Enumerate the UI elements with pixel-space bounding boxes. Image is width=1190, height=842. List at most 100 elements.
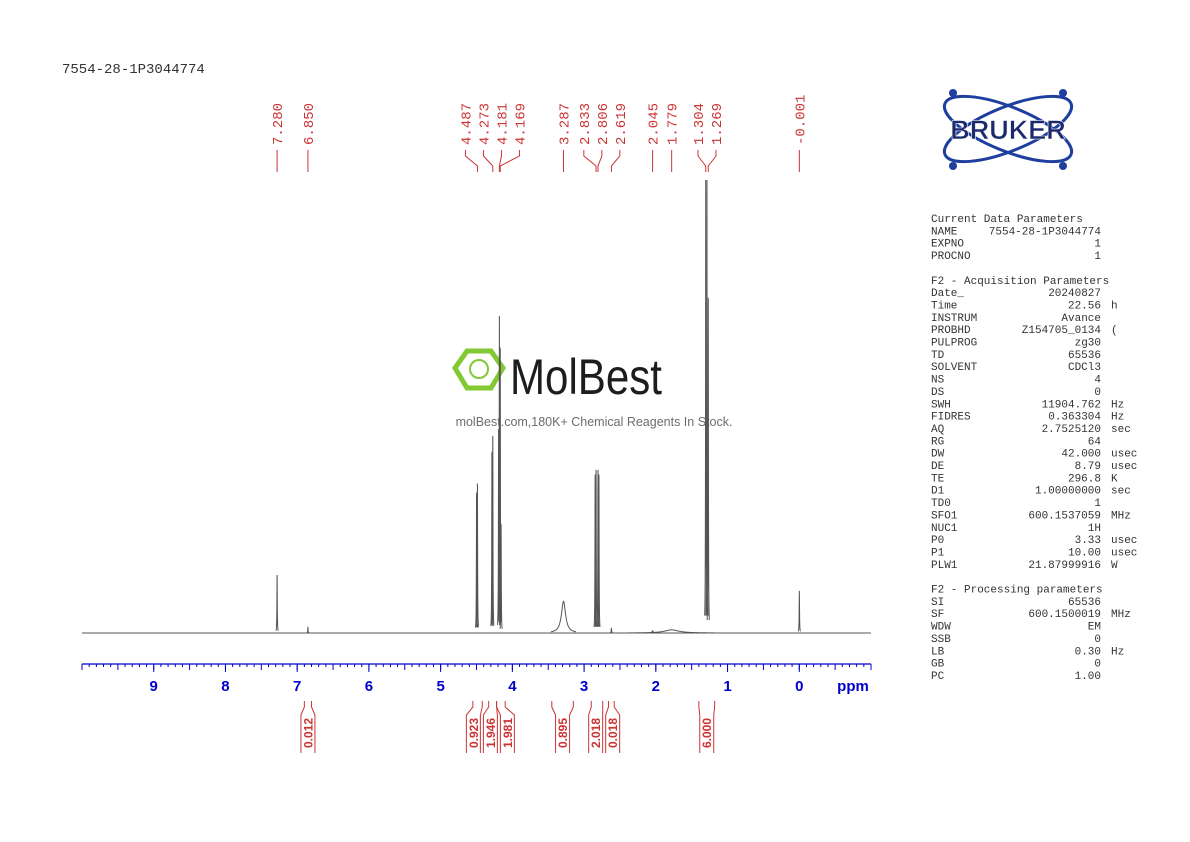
integral-bracket [465,701,483,753]
peak-label: 2.806 [596,103,612,145]
parameter-key: INSTRUM [931,313,977,325]
watermark-icon [452,348,506,391]
peak-label: 2.833 [578,103,594,145]
parameter-value: 3.33 [1075,535,1101,547]
peak-label: 7.280 [271,103,287,145]
parameter-key: GB [931,659,945,671]
integral-bracket [588,701,604,753]
peak [490,451,494,627]
peak-label-connector [482,150,494,172]
parameter-value: 0.363304 [1048,412,1101,424]
peak-label: 6.850 [302,103,318,145]
parameter-key: TE [931,473,945,485]
watermark-tagline: molBest.com,180K+ Chemical Reagents In S… [456,415,733,429]
peak-label-connector [583,150,597,172]
parameter-value: 296.8 [1068,473,1101,485]
parameter-unit: sec [1111,424,1131,436]
integral-label: 1.946 [484,718,498,748]
parameter-value: 20240827 [1048,288,1101,300]
parameter-value: Avance [1061,313,1101,325]
parameter-unit: usec [1111,461,1137,473]
parameter-unit: usec [1111,535,1137,547]
integral-label: 0.923 [467,718,481,748]
parameters-title: F2 - Acquisition Parameters [931,276,1109,288]
parameter-key: SSB [931,634,951,646]
chart-title: 7554-28-1P3044774 [62,62,205,78]
peak [706,297,710,621]
peak [550,600,577,633]
integral-bracket [698,701,716,753]
parameter-key: Date_ [931,288,964,300]
peak [306,625,310,634]
parameter-value: CDCl3 [1068,362,1101,374]
peak [609,627,614,634]
parameter-value: 4 [1094,375,1101,387]
peak [597,474,601,627]
parameter-unit: ( [1111,325,1118,337]
parameter-value: 22.56 [1068,300,1101,312]
parameter-unit: MHz [1111,609,1131,621]
peak-label: 4.181 [495,103,511,145]
parameter-unit: h [1111,300,1118,312]
integral-label: 1.981 [501,718,515,748]
parameter-key: LB [931,646,945,658]
logo-dot [1059,89,1067,97]
peak-label: 4.169 [513,103,529,145]
parameter-value: 7554-28-1P3044774 [989,226,1102,238]
integral-bracket [551,701,574,753]
parameter-key: AQ [931,424,945,436]
integral-label: 0.012 [301,718,315,748]
integral-bracket [496,701,515,753]
x-tick-label: 6 [365,678,373,695]
peak [491,435,495,626]
parameter-key: PULPROG [931,338,977,350]
parameter-key: SF [931,609,944,621]
parameter-value: 11904.762 [1042,399,1101,411]
parameter-value: 65536 [1068,597,1101,609]
x-tick-label: 5 [436,678,444,695]
logo-dot [1059,162,1067,170]
parameter-key: NUC1 [931,523,958,535]
parameter-key: RG [931,436,944,448]
peak-label: 2.045 [647,103,663,145]
parameter-value: Z154705_0134 [1022,325,1102,337]
parameter-unit: Hz [1111,412,1124,424]
x-tick-label: 4 [508,678,517,695]
parameter-value: 0 [1094,634,1101,646]
peak [499,524,503,629]
peak [475,492,479,628]
parameter-key: NS [931,375,945,387]
parameter-value: 21.87999916 [1028,560,1101,572]
peak [593,474,597,627]
peak-label: 4.487 [459,103,475,145]
x-tick-label: 9 [150,678,158,695]
parameter-value: 10.00 [1068,547,1101,559]
x-tick-label: 3 [580,678,588,695]
parameter-value: 65536 [1068,350,1101,362]
parameter-unit: Hz [1111,399,1124,411]
peak-label: 1.779 [666,103,682,145]
peak-label-connector [499,150,520,172]
peak-label: 1.304 [692,103,708,145]
peak-label-connector [597,150,603,172]
integral-bracket [605,701,621,753]
peak-label-connector [697,150,707,172]
parameter-key: EXPNO [931,239,964,251]
logo-dot [949,162,957,170]
parameter-value: zg30 [1075,338,1101,350]
parameter-key: PROBHD [931,325,971,337]
peak-label-connector [610,150,621,172]
x-tick-label: 7 [293,678,301,695]
peak-label: 4.273 [477,103,493,145]
peak [797,590,801,632]
parameter-unit: MHz [1111,510,1131,522]
parameters-title: F2 - Processing parameters [931,585,1103,597]
parameter-value: EM [1088,622,1101,634]
parameter-value: 8.79 [1075,461,1101,473]
parameter-value: 0 [1094,387,1101,399]
parameter-key: FIDRES [931,412,971,424]
bruker-logo: BRUKER [942,89,1074,170]
parameter-key: D1 [931,486,945,498]
